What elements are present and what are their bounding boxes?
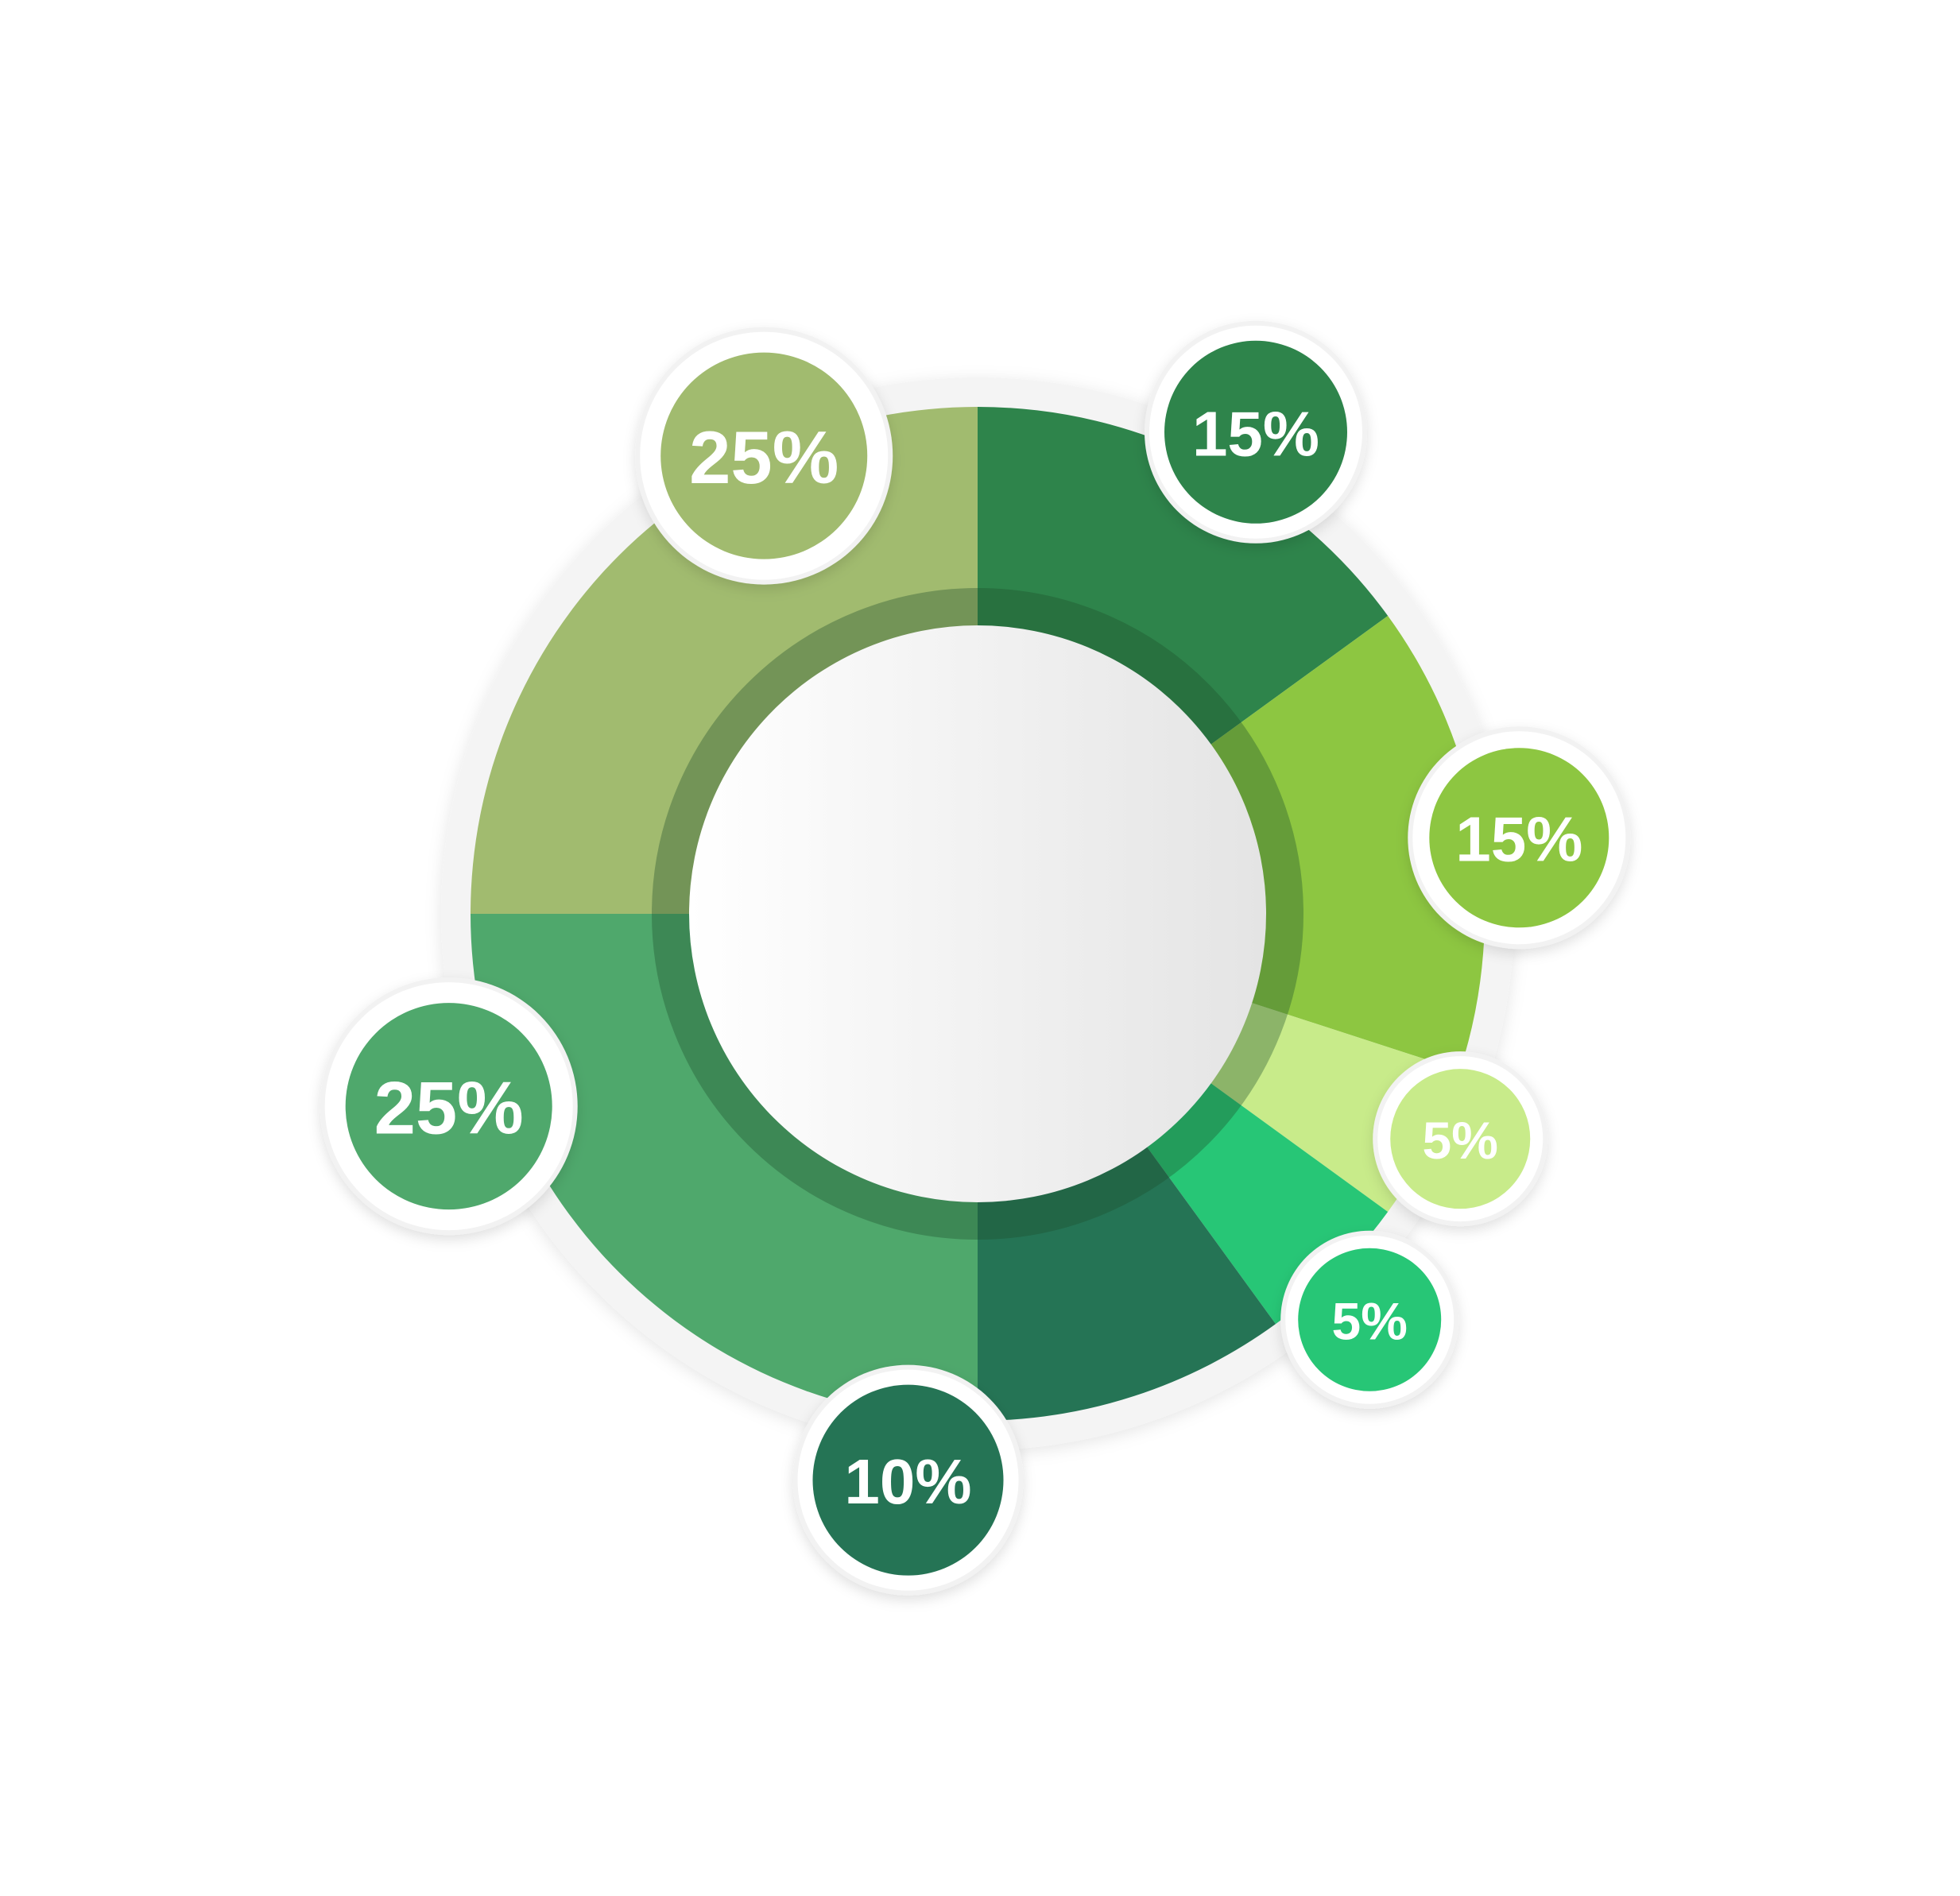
slice-badge-1: 15% [1145, 320, 1367, 544]
slice-label-2: 15% [1455, 804, 1582, 875]
slice-badge-6: 25% [320, 977, 578, 1236]
slice-badge-2: 15% [1408, 726, 1631, 950]
slice-badge-fill [1429, 748, 1609, 928]
slice-label-7: 25% [689, 416, 839, 499]
slice-label-5: 10% [844, 1446, 971, 1517]
donut-slice-1 [978, 407, 1389, 749]
slice-badge-fill [660, 352, 868, 559]
slice-badge-fill [812, 1384, 1004, 1576]
slice-badge-5: 10% [792, 1364, 1024, 1596]
slice-label-1: 15% [1192, 398, 1319, 469]
slice-badge-7: 25% [635, 327, 893, 585]
slice-badge-fill [1164, 340, 1347, 524]
slice-label-3: 5% [1423, 1111, 1498, 1170]
slice-label-6: 25% [374, 1066, 524, 1150]
slice-badge-fill [345, 1003, 552, 1210]
donut-slice-2 [1206, 615, 1485, 1071]
slice-badge-4: 5% [1280, 1230, 1459, 1409]
slice-badge-3: 5% [1373, 1051, 1548, 1227]
slice-badges: 15% 15% 5% 5% 10% 25% 25% [320, 320, 1631, 1596]
donut-center [689, 625, 1266, 1202]
slice-badge-fill [1298, 1248, 1442, 1391]
donut-inner-ring [652, 588, 1303, 1240]
slice-label-4: 5% [1332, 1292, 1408, 1351]
donut-slice-6 [471, 914, 978, 1421]
donut-slice-5 [978, 1142, 1276, 1421]
slice-badge-fill [1390, 1069, 1531, 1209]
